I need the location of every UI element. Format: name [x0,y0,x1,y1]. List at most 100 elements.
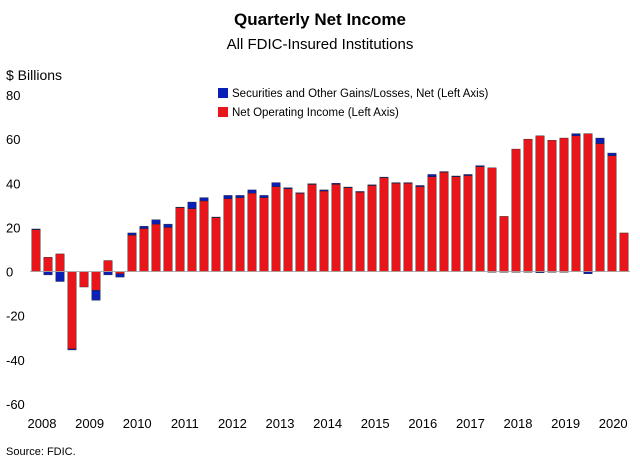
legend-swatch-securities [218,88,228,98]
bar-net-operating-income [211,217,221,272]
y-axis-unit-label: $ Billions [6,67,62,83]
bar-net-operating-income [571,135,581,272]
bar-securities-gains-losses [475,165,485,167]
bar-securities-gains-losses [415,185,425,187]
bar-net-operating-income [295,193,305,272]
bar-net-operating-income [151,223,161,272]
x-tick-label: 2009 [75,416,104,431]
bar-net-operating-income [235,197,245,272]
bar-net-operating-income [331,184,341,272]
x-tick-label: 2013 [266,416,295,431]
legend: Securities and Other Gains/Losses, Net (… [218,88,488,119]
y-tick-label: -40 [6,353,25,368]
bar-net-operating-income [451,176,461,272]
bar-net-operating-income [307,184,317,272]
bar-securities-gains-losses [271,182,281,187]
bar-securities-gains-losses [211,216,221,218]
bar-net-operating-income [259,197,269,272]
x-axis-ticks: 2008 2009 2010 2011 2012 2013 2014 2015 2016 2017… [28,416,628,431]
y-tick-label: 20 [6,220,20,235]
bar-securities-gains-losses [463,174,473,176]
bar-net-operating-income [343,187,353,272]
bar-net-operating-income [535,135,545,272]
bar-net-operating-income [523,138,533,272]
bar-net-operating-income [463,175,473,272]
x-tick-label: 2015 [361,416,390,431]
x-tick-label: 2018 [504,416,533,431]
bar-securities-gains-losses [607,152,617,156]
bar-securities-gains-losses [247,189,257,194]
y-axis-ticks: 80 60 40 20 0 -20 -40 -60 [6,88,25,412]
bar-net-operating-income [619,232,629,272]
bar-net-operating-income [271,186,281,272]
bar-net-operating-income [391,183,401,272]
legend-label-securities: Securities and Other Gains/Losses, Net (… [232,88,488,100]
chart-title: Quarterly Net Income [234,10,406,29]
y-tick-label: 60 [6,132,20,147]
bar-net-operating-income [583,133,593,272]
bar-securities-gains-losses [259,195,269,198]
bar-securities-gains-losses [343,186,353,188]
bar-securities-gains-losses [367,184,377,186]
x-tick-label: 2014 [313,416,342,431]
chart-subtitle: All FDIC-Insured Institutions [227,36,414,53]
bar-net-operating-income [163,227,173,272]
bar-net-operating-income [139,228,149,272]
bar-net-operating-income [247,193,257,272]
x-tick-label: 2017 [456,416,485,431]
y-tick-label: -60 [6,397,25,412]
bar-net-operating-income [319,190,329,272]
bar-net-operating-income [91,271,101,291]
bar-securities-gains-losses [91,290,101,301]
bar-securities-gains-losses [283,187,293,190]
bar-securities-gains-losses [55,271,65,282]
bar-securities-gains-losses [175,206,185,208]
bar-net-operating-income [607,155,617,272]
bar-securities-gains-losses [127,232,137,236]
bar-securities-gains-losses [235,195,245,198]
x-tick-label: 2010 [123,416,152,431]
bar-net-operating-income [511,148,521,272]
bar-net-operating-income [427,176,437,272]
bar-securities-gains-losses [439,171,449,173]
bar-net-operating-income [403,183,413,272]
bar-net-operating-income [439,172,449,272]
bar-net-operating-income [31,229,41,272]
bar-net-operating-income [187,208,197,272]
bar-securities-gains-losses [43,271,53,276]
bar-net-operating-income [499,216,509,272]
x-tick-label: 2008 [28,416,57,431]
source-note: Source: FDIC. [6,446,76,458]
y-tick-label: -20 [6,309,25,324]
x-tick-label: 2012 [218,416,247,431]
bar-securities-gains-losses [331,183,341,185]
bar-net-operating-income [355,191,365,272]
bar-net-operating-income [127,234,137,272]
bar-net-operating-income [475,166,485,272]
x-tick-label: 2019 [551,416,580,431]
bar-securities-gains-losses [595,137,605,144]
legend-label-operating-income: Net Operating Income (Left Axis) [232,107,399,119]
bar-securities-gains-losses [163,223,173,228]
bar-net-operating-income [55,253,65,272]
bar-net-operating-income [415,186,425,272]
bar-net-operating-income [595,143,605,272]
y-tick-label: 40 [6,176,20,191]
bar-securities-gains-losses [115,273,125,278]
bar-net-operating-income [43,257,53,272]
legend-swatch-operating-income [218,107,228,117]
bar-securities-gains-losses [223,195,233,199]
bar-net-operating-income [559,137,569,272]
bar-net-operating-income [283,188,293,272]
bar-net-operating-income [199,200,209,272]
bar-securities-gains-losses [571,133,581,137]
bar-securities-gains-losses [139,226,149,229]
bar-net-operating-income [367,185,377,272]
bar-net-operating-income [547,140,557,272]
bars [31,133,629,351]
bar-securities-gains-losses [403,182,413,184]
y-tick-label: 0 [6,265,13,280]
bar-net-operating-income [487,167,497,272]
x-tick-label: 2016 [408,416,437,431]
